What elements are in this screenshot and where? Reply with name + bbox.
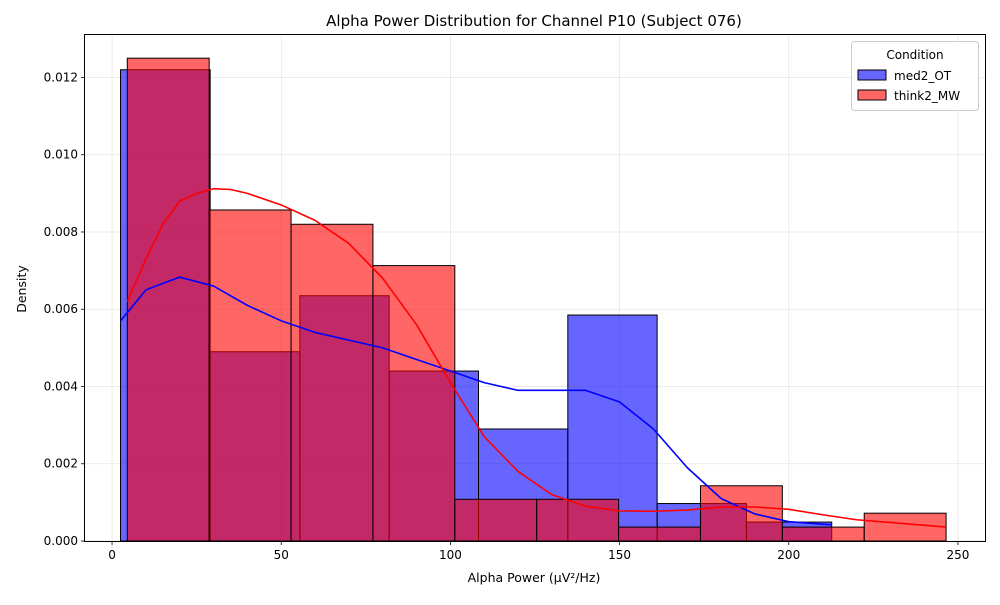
histogram-bar bbox=[454, 498, 538, 542]
legend-label: think2_MW bbox=[894, 89, 960, 103]
kde-layer bbox=[119, 187, 947, 528]
legend-label: med2_OT bbox=[894, 69, 952, 83]
histogram-bar bbox=[372, 265, 456, 542]
plot-frame bbox=[84, 34, 986, 542]
series-think2_MW-bars bbox=[126, 57, 947, 542]
y-tick-label: 0.012 bbox=[44, 70, 78, 84]
x-tick-label: 50 bbox=[274, 548, 289, 562]
legend-title: Condition bbox=[886, 48, 943, 62]
x-tick-label: 0 bbox=[108, 548, 116, 562]
y-tick-label: 0.008 bbox=[44, 225, 78, 239]
y-tick-label: 0.010 bbox=[44, 148, 78, 162]
bars-layer bbox=[120, 57, 947, 542]
histogram-bar bbox=[208, 209, 292, 542]
x-axis-label: Alpha Power (µV²/Hz) bbox=[468, 570, 601, 585]
kde-curve-med2_OT bbox=[119, 276, 832, 526]
y-tick-label: 0.002 bbox=[44, 457, 78, 471]
y-tick-label: 0.006 bbox=[44, 302, 78, 316]
y-tick-label: 0.004 bbox=[44, 379, 78, 393]
legend-swatch bbox=[857, 69, 887, 81]
y-tick-label: 0.000 bbox=[44, 534, 78, 548]
histogram-bar bbox=[863, 512, 947, 542]
x-tick-label: 150 bbox=[608, 548, 631, 562]
x-tick-label: 250 bbox=[946, 548, 969, 562]
histogram-bar bbox=[126, 57, 210, 542]
x-tick-label: 100 bbox=[439, 548, 462, 562]
histogram-bar bbox=[290, 223, 374, 542]
histogram-bar bbox=[618, 526, 701, 542]
ticks-layer: 0 50 100 150 200 250 0.000 0.002 0.004 0.006 0.008… bbox=[44, 70, 970, 562]
chart-title: Alpha Power Distribution for Channel P10… bbox=[326, 12, 742, 30]
histogram-bar bbox=[699, 485, 783, 542]
y-axis-label: Density bbox=[14, 265, 29, 313]
histogram-bar bbox=[536, 498, 620, 542]
legend-swatch bbox=[857, 89, 887, 101]
legend: Condition med2_OT think2_MW bbox=[851, 41, 979, 111]
legend-items: med2_OT think2_MW bbox=[857, 69, 960, 103]
x-tick-label: 200 bbox=[777, 548, 800, 562]
histogram-bar bbox=[781, 526, 865, 542]
kde-curve-think2_MW bbox=[126, 187, 947, 528]
